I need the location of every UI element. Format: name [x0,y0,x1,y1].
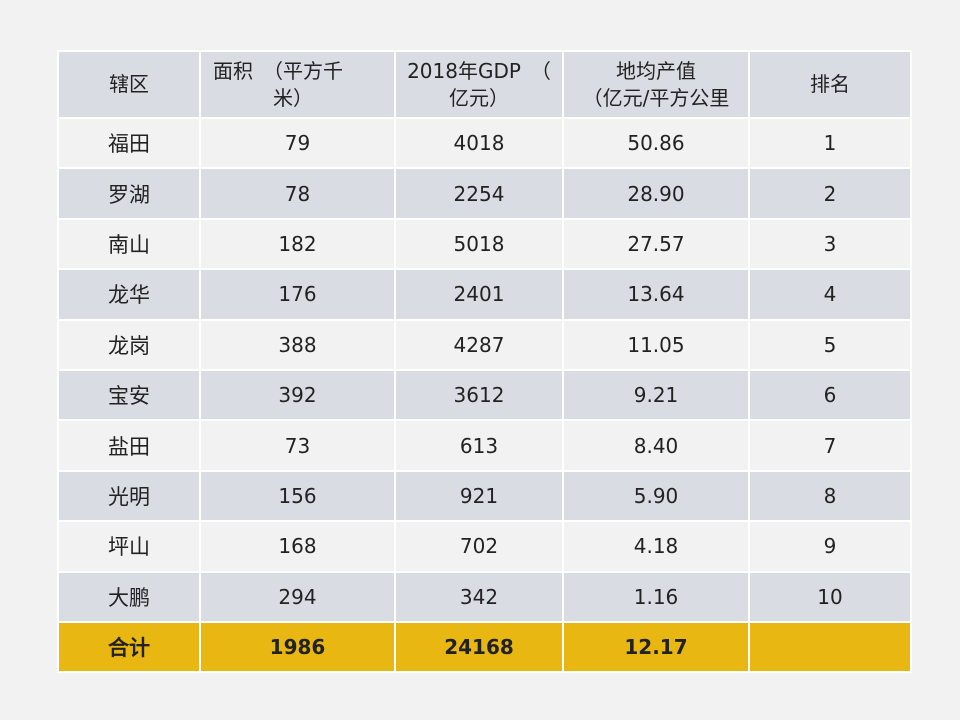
cell-density: 28.90 [562,167,750,220]
table-row: 龙岗 388 4287 11.05 5 [57,318,912,371]
header-gdp-line1: 2018年GDP （ [407,58,551,83]
cell-gdp: 2401 [394,268,564,321]
cell-area: 156 [199,469,396,523]
cell-gdp: 921 [394,469,564,523]
cell-district: 龙华 [57,268,201,321]
table-row: 大鹏 294 342 1.16 10 [57,570,912,623]
total-gdp: 24168 [394,620,564,674]
cell-rank: 4 [748,268,912,321]
cell-area: 392 [199,368,396,422]
total-rank [748,620,912,674]
cell-district: 福田 [57,116,201,170]
header-area: 面积 （平方千 米） [199,50,396,119]
cell-district: 龙岗 [57,318,201,371]
cell-district: 光明 [57,469,201,523]
cell-density: 4.18 [562,520,750,573]
cell-area: 78 [199,167,396,220]
table-row: 龙华 176 2401 13.64 4 [57,268,912,321]
cell-density: 9.21 [562,368,750,422]
cell-gdp: 2254 [394,167,564,220]
table-row: 光明 156 921 5.90 8 [57,469,912,523]
cell-rank: 5 [748,318,912,371]
cell-gdp: 4018 [394,116,564,170]
total-label: 合计 [57,620,201,674]
header-area-line2: 米） [273,85,313,110]
cell-area: 176 [199,268,396,321]
table-header-row: 辖区 面积 （平方千 米） 2018年GDP （ 亿元） 地均产值 （亿元/平方… [57,50,912,119]
cell-district: 坪山 [57,520,201,573]
table-row: 盐田 73 613 8.40 7 [57,419,912,472]
header-gdp: 2018年GDP （ 亿元） [394,50,564,119]
header-density-line2: （亿元/平方公里 [582,85,730,110]
total-density: 12.17 [562,620,750,674]
cell-density: 27.57 [562,217,750,271]
cell-district: 大鹏 [57,570,201,623]
cell-rank: 3 [748,217,912,271]
cell-area: 182 [199,217,396,271]
cell-rank: 7 [748,419,912,472]
district-gdp-table: 辖区 面积 （平方千 米） 2018年GDP （ 亿元） 地均产值 （亿元/平方… [57,50,912,674]
cell-density: 50.86 [562,116,750,170]
cell-rank: 2 [748,167,912,220]
header-rank-label: 排名 [810,72,850,96]
cell-rank: 10 [748,570,912,623]
table-row: 宝安 392 3612 9.21 6 [57,368,912,422]
cell-density: 13.64 [562,268,750,321]
cell-rank: 1 [748,116,912,170]
cell-rank: 6 [748,368,912,422]
cell-density: 5.90 [562,469,750,523]
table-row: 福田 79 4018 50.86 1 [57,116,912,170]
cell-district: 盐田 [57,419,201,472]
header-gdp-line2: 亿元） [449,85,509,110]
cell-district: 罗湖 [57,167,201,220]
cell-rank: 9 [748,520,912,573]
cell-gdp: 5018 [394,217,564,271]
table-row: 坪山 168 702 4.18 9 [57,520,912,573]
cell-district: 南山 [57,217,201,271]
header-area-line1: 面积 （平方千 [213,58,343,83]
cell-rank: 8 [748,469,912,523]
cell-area: 73 [199,419,396,472]
total-area: 1986 [199,620,396,674]
cell-density: 1.16 [562,570,750,623]
cell-density: 11.05 [562,318,750,371]
header-density: 地均产值 （亿元/平方公里 [562,50,750,119]
cell-district: 宝安 [57,368,201,422]
header-district: 辖区 [57,50,201,119]
cell-gdp: 702 [394,520,564,573]
table-row: 南山 182 5018 27.57 3 [57,217,912,271]
cell-area: 79 [199,116,396,170]
cell-area: 388 [199,318,396,371]
cell-gdp: 342 [394,570,564,623]
cell-area: 168 [199,520,396,573]
total-row: 合计 1986 24168 12.17 [57,620,912,674]
cell-area: 294 [199,570,396,623]
cell-gdp: 613 [394,419,564,472]
table-row: 罗湖 78 2254 28.90 2 [57,167,912,220]
cell-density: 8.40 [562,419,750,472]
header-district-label: 辖区 [109,72,149,96]
cell-gdp: 4287 [394,318,564,371]
header-rank: 排名 [748,50,912,119]
header-density-line1: 地均产值 [616,58,696,83]
cell-gdp: 3612 [394,368,564,422]
